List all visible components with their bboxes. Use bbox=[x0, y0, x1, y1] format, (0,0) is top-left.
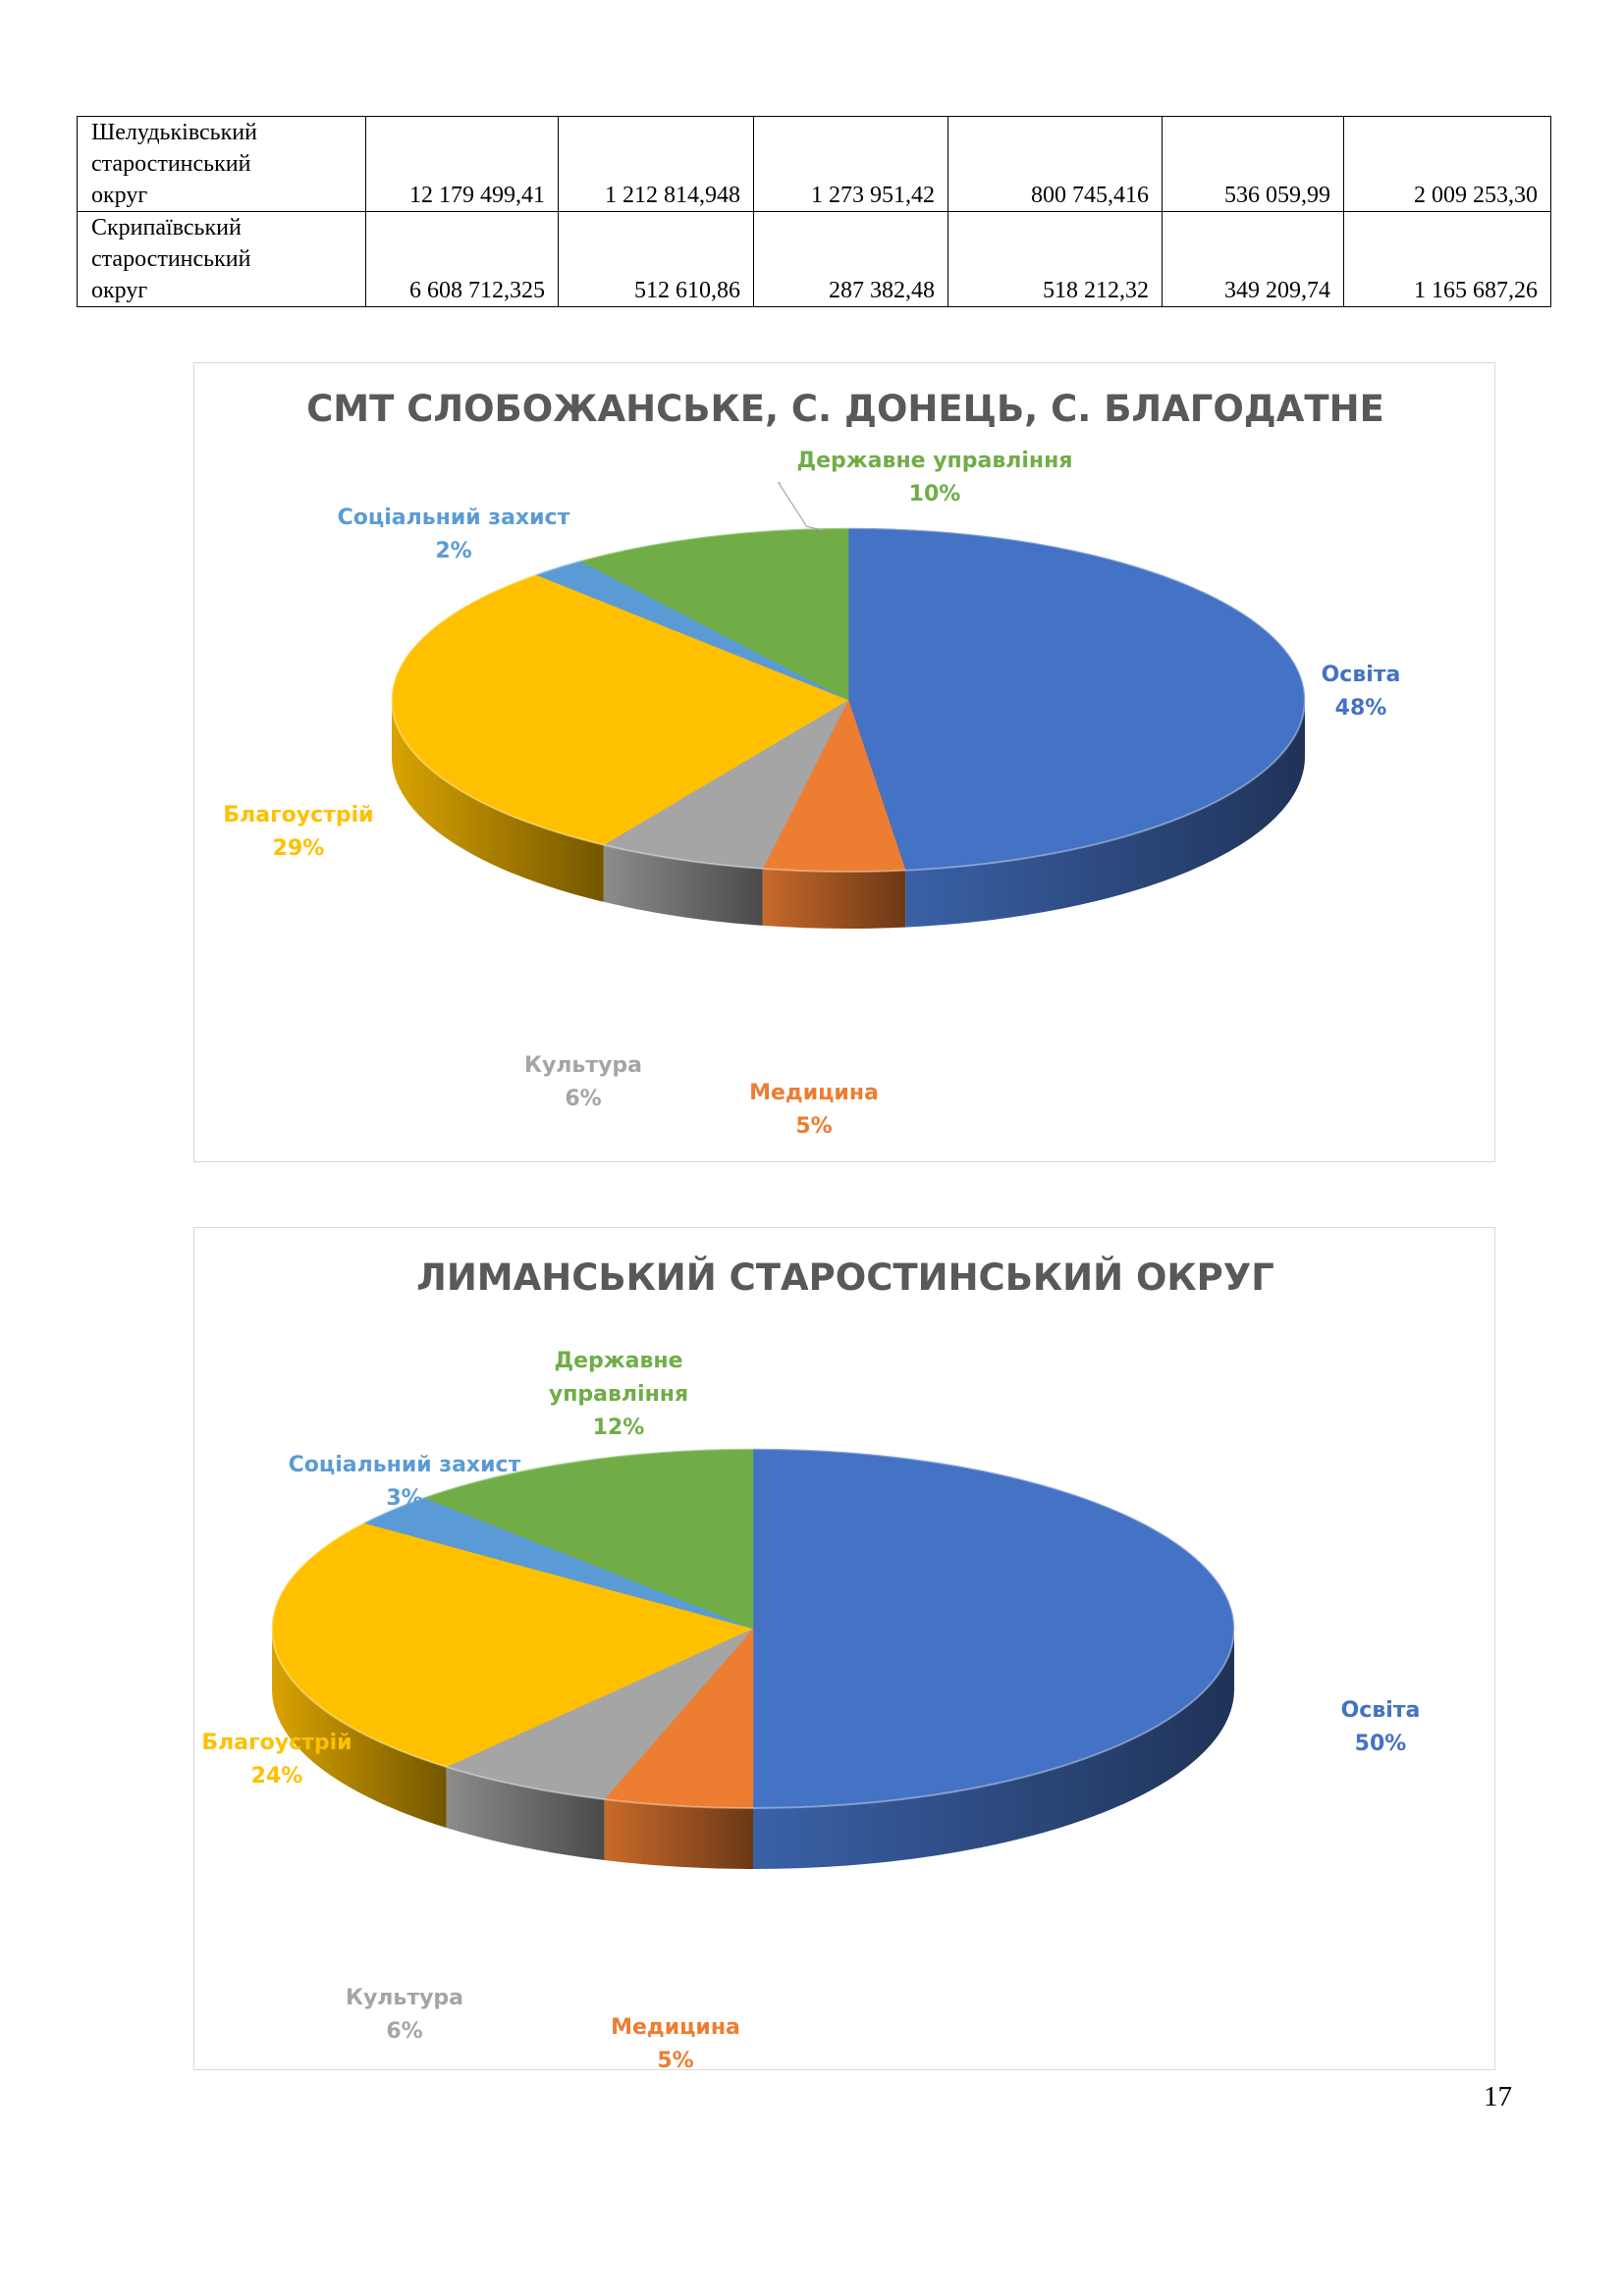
value-cell: 512 610,86 bbox=[558, 211, 754, 307]
pie-chart-slobozhanske: СМТ СЛОБОЖАНСЬКЕ, С. ДОНЕЦЬ, С. БЛАГОДАТ… bbox=[193, 362, 1495, 1162]
pie-chart-lymanskyi: ЛИМАНСЬКИЙ СТАРОСТИНСЬКИЙ ОКРУГ Освіта 50%… bbox=[193, 1227, 1495, 2071]
pie-rim bbox=[391, 527, 1306, 873]
pie-slice-derzhavne-upravlinnia bbox=[422, 1448, 754, 1629]
table-row: Шелудьківський старостинський округ 12 17… bbox=[77, 116, 1551, 212]
data-label-kultura: Культура 6% bbox=[346, 1986, 463, 2044]
value-cell: 287 382,48 bbox=[753, 211, 948, 307]
data-label-blagoustrii: Благоустрій 24% bbox=[201, 1731, 352, 1789]
pie-slice-kultura bbox=[445, 1628, 754, 1800]
leader-line bbox=[777, 482, 823, 531]
label-percent: 12% bbox=[593, 1415, 645, 1440]
label-category: Державне управління bbox=[797, 449, 1073, 473]
label-category: Соціальний захист bbox=[338, 506, 570, 530]
chart-title: ЛИМАНСЬКИЙ СТАРОСТИНСЬКИЙ ОКРУГ bbox=[416, 1255, 1274, 1299]
data-label-sotsialnyi-zakhyst: Соціальний захист 2% bbox=[338, 506, 570, 563]
data-label-derzhavne-upravlinnia: Державне управління 10% bbox=[797, 449, 1073, 507]
data-label-osvita: Освіта 50% bbox=[1341, 1698, 1421, 1756]
pie-slice-osvita bbox=[847, 527, 1306, 871]
label-percent: 5% bbox=[795, 1114, 832, 1139]
label-percent: 2% bbox=[435, 539, 471, 563]
label-percent: 6% bbox=[386, 2019, 422, 2044]
row-name-cell: Скрипаївський старостинський округ bbox=[77, 211, 366, 307]
value-cell: 1 273 951,42 bbox=[753, 116, 948, 212]
pie-sides bbox=[392, 700, 1305, 929]
value-cell: 1 165 687,26 bbox=[1343, 211, 1551, 307]
value-cell: 12 179 499,41 bbox=[365, 116, 559, 212]
data-label-kultura: Культура 6% bbox=[524, 1053, 642, 1111]
pie-slice-kultura bbox=[603, 699, 849, 870]
label-category: Державне bbox=[554, 1349, 682, 1373]
label-percent: 3% bbox=[386, 1486, 422, 1511]
value-cell: 800 745,416 bbox=[947, 116, 1163, 212]
label-percent: 24% bbox=[251, 1764, 303, 1789]
pie-rim bbox=[271, 1448, 1235, 1809]
data-label-osvita: Освіта 48% bbox=[1322, 663, 1401, 721]
pie-side-medytsyna bbox=[762, 868, 906, 929]
data-label-medytsyna: Медицина 5% bbox=[611, 2015, 740, 2071]
budget-table: Шелудьківський старостинський округ 12 17… bbox=[77, 116, 1551, 307]
data-label-medytsyna: Медицина 5% bbox=[749, 1081, 879, 1139]
pie-slice-derzhavne-upravlinnia bbox=[578, 527, 849, 701]
label-percent: 50% bbox=[1355, 1732, 1407, 1756]
label-percent: 5% bbox=[657, 2049, 693, 2071]
table-row: Скрипаївський старостинський округ 6 608 … bbox=[77, 211, 1551, 307]
pie-slice-blagoustrii bbox=[271, 1522, 754, 1768]
label-category: Культура bbox=[346, 1986, 463, 2010]
pie-side-medytsyna bbox=[604, 1799, 753, 1869]
data-label-sotsialnyi-zakhyst: Соціальний захист 3% bbox=[289, 1453, 521, 1511]
value-cell: 2 009 253,30 bbox=[1343, 116, 1551, 212]
label-category: Медицина bbox=[749, 1081, 879, 1105]
pie-side-osvita bbox=[753, 1629, 1234, 1869]
pie-slice-blagoustrii bbox=[391, 574, 849, 846]
data-label-blagoustrii: Благоустрій 29% bbox=[223, 803, 373, 861]
label-percent: 48% bbox=[1335, 696, 1387, 721]
data-label-derzhavne-upravlinnia: Державне управління 12% bbox=[549, 1349, 688, 1440]
pie-side-blagoustrii bbox=[392, 700, 604, 902]
label-category: Культура bbox=[524, 1053, 642, 1078]
pie-side-osvita bbox=[905, 700, 1305, 928]
label-percent: 29% bbox=[273, 836, 325, 861]
label-category: Освіта bbox=[1322, 663, 1401, 687]
label-category: управління bbox=[549, 1382, 688, 1407]
pie-slice-osvita bbox=[752, 1448, 1235, 1809]
chart-title: СМТ СЛОБОЖАНСЬКЕ, С. ДОНЕЦЬ, С. БЛАГОДАТ… bbox=[306, 388, 1384, 430]
label-category: Медицина bbox=[611, 2015, 740, 2040]
value-cell: 6 608 712,325 bbox=[365, 211, 559, 307]
label-percent: 6% bbox=[565, 1087, 601, 1111]
pie-slice-medytsyna bbox=[762, 699, 906, 873]
label-category: Соціальний захист bbox=[289, 1453, 521, 1477]
value-cell: 349 209,74 bbox=[1162, 211, 1344, 307]
pie-side-blagoustrii bbox=[272, 1629, 447, 1829]
page-number: 17 bbox=[1484, 2081, 1512, 2112]
label-category: Благоустрій bbox=[201, 1731, 352, 1755]
value-cell: 1 212 814,948 bbox=[558, 116, 754, 212]
label-category: Освіта bbox=[1341, 1698, 1421, 1723]
label-percent: 10% bbox=[909, 482, 961, 507]
value-cell: 518 212,32 bbox=[947, 211, 1163, 307]
pie-sides bbox=[272, 1629, 1234, 1869]
value-cell: 536 059,99 bbox=[1162, 116, 1344, 212]
pie-slice-medytsyna bbox=[604, 1628, 754, 1809]
label-category: Благоустрій bbox=[223, 803, 373, 828]
pie-side-kultura bbox=[446, 1767, 605, 1861]
row-name-cell: Шелудьківський старостинський округ bbox=[77, 116, 366, 212]
